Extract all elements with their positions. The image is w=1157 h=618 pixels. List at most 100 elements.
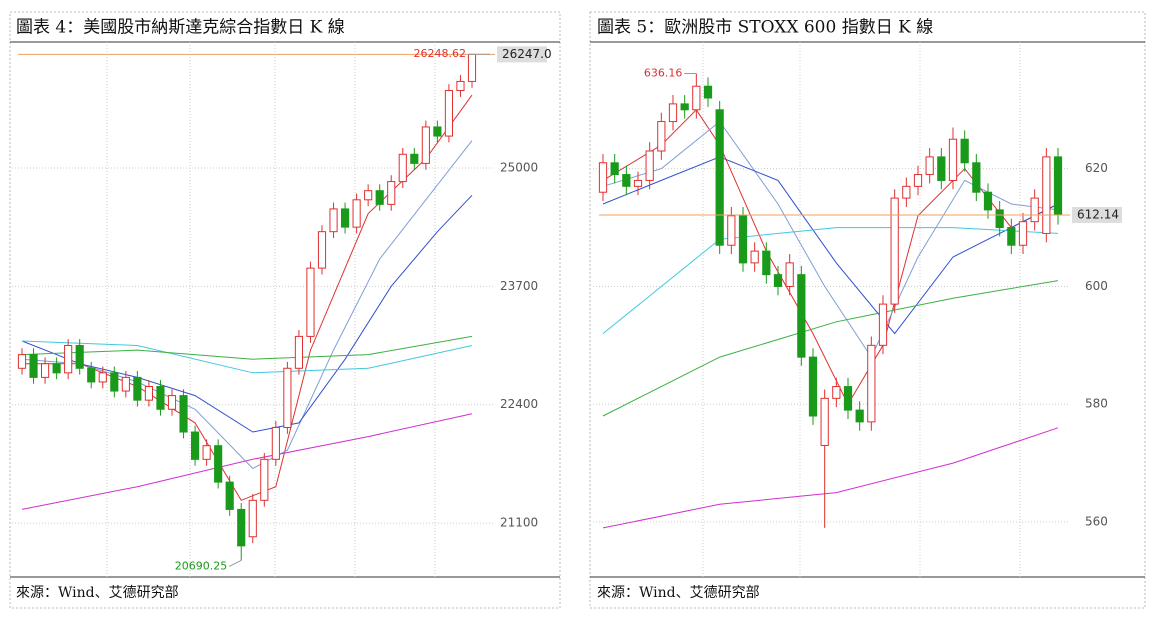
y-tick-label: 560 — [1085, 515, 1108, 529]
candle-body — [410, 153, 419, 164]
candle-body — [306, 267, 315, 337]
y-tick-label: 620 — [1085, 161, 1108, 175]
candle-body — [467, 53, 477, 82]
chart-title: 圖表 4：美國股市納斯達克綜合指數日 K 線 — [16, 18, 345, 38]
y-tick-label: 25000 — [500, 160, 538, 174]
candle-body — [271, 426, 280, 460]
candle-body — [983, 191, 993, 211]
candle-body — [248, 499, 257, 538]
candle-body — [727, 215, 736, 246]
y-tick-label: 21100 — [500, 516, 538, 530]
candle-body — [317, 231, 327, 269]
last-price-label: 612.14 — [1077, 207, 1119, 221]
y-tick-label: 600 — [1085, 279, 1108, 293]
candle-body — [715, 109, 724, 246]
moving-average — [602, 156, 1059, 335]
candle-body — [17, 354, 27, 369]
candle-body — [29, 354, 38, 378]
candle-body — [633, 179, 643, 187]
candle-body — [797, 274, 806, 358]
candle-body — [680, 103, 689, 111]
max-label: 26248.62 — [414, 47, 467, 60]
candle-body — [1030, 197, 1039, 223]
moving-average — [21, 413, 473, 510]
candle-body — [64, 345, 73, 374]
candle-body — [398, 153, 407, 183]
candle-body — [668, 103, 678, 123]
candle-body — [179, 395, 188, 433]
candle-body — [341, 208, 350, 228]
candle-body — [52, 363, 61, 374]
source: 來源：Wind、艾德研究部 — [597, 585, 760, 601]
candle-body — [191, 431, 200, 460]
candle-body — [657, 121, 666, 152]
candle-body — [948, 138, 958, 181]
candle-body — [703, 85, 713, 99]
candle-body — [202, 445, 211, 460]
candle-body — [110, 372, 119, 392]
moving-average — [21, 194, 473, 433]
min-leader — [229, 559, 242, 567]
candle-body — [87, 367, 96, 383]
moving-average — [602, 427, 1059, 529]
candle-body — [75, 345, 84, 369]
candle-body — [913, 174, 923, 187]
candle-body — [820, 397, 829, 446]
candle-body — [610, 162, 619, 176]
candle-body — [214, 445, 223, 483]
candle-body — [260, 458, 269, 501]
candle-body — [387, 181, 396, 205]
moving-average — [602, 227, 1059, 334]
candle-body — [1007, 227, 1016, 246]
moving-average — [602, 120, 1059, 359]
candle-body — [843, 386, 853, 411]
candle-body — [832, 386, 841, 399]
candle-body — [867, 344, 876, 423]
candle-body — [421, 126, 430, 164]
candle-body — [456, 80, 465, 92]
moving-average — [22, 94, 473, 501]
candle-body — [329, 208, 338, 233]
candle-body — [433, 126, 442, 137]
moving-average — [21, 140, 473, 470]
candle-body — [622, 174, 631, 187]
candle-body — [1042, 156, 1051, 234]
candle-body — [98, 372, 107, 383]
last-price-box — [1072, 206, 1122, 223]
candle-body — [785, 262, 794, 287]
candle-body — [902, 185, 911, 199]
last-price-label: 26247.0 — [502, 47, 552, 61]
candle-body — [692, 85, 701, 111]
candle-body — [1018, 221, 1028, 246]
candle-body — [1053, 156, 1063, 216]
candle-body — [283, 367, 292, 428]
last-price-box — [497, 46, 547, 63]
candle-body — [225, 481, 234, 510]
candle-body — [364, 190, 373, 201]
candle-body — [645, 150, 654, 181]
candle-body — [41, 363, 50, 378]
candle-body — [762, 250, 771, 276]
candle-body — [773, 274, 783, 287]
candle-body — [156, 385, 165, 410]
moving-average — [21, 335, 473, 360]
source: 來源：Wind、艾德研究部 — [16, 585, 179, 601]
candle-body — [375, 190, 384, 205]
candle-body — [133, 376, 142, 401]
candle-body — [878, 303, 888, 346]
candle-body — [855, 409, 864, 423]
max-label: 636.16 — [644, 67, 683, 80]
candle-body — [960, 138, 969, 164]
panel-frame — [589, 11, 1146, 609]
moving-average — [21, 340, 473, 374]
candle-body — [808, 356, 818, 417]
candle-body — [144, 385, 154, 401]
candle-body — [598, 162, 608, 193]
y-tick-label: 23700 — [500, 279, 538, 293]
candle-body — [237, 508, 246, 547]
candle-body — [167, 395, 177, 410]
candle-body — [121, 376, 130, 392]
candle-body — [937, 156, 946, 181]
candle-body — [294, 335, 304, 369]
